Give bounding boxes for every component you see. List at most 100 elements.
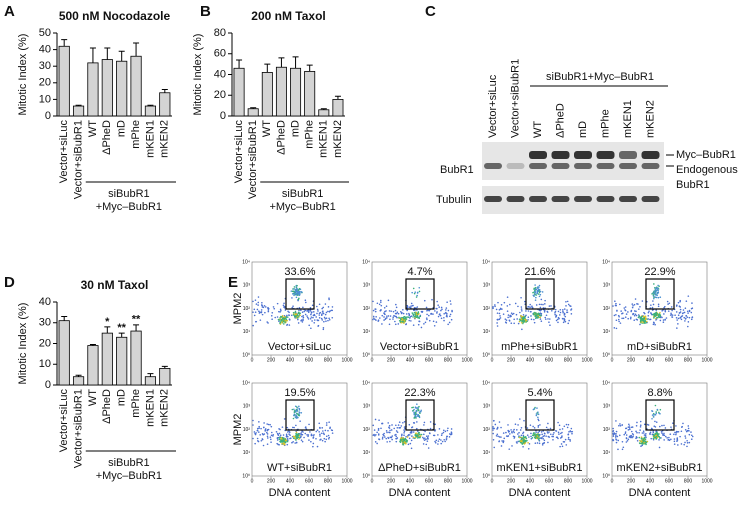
event-dot (671, 309, 673, 312)
event-dot (507, 316, 509, 319)
event-dot (321, 307, 324, 310)
event-dot (654, 436, 656, 439)
event-dot (322, 312, 325, 315)
event-dot (510, 431, 513, 433)
x-tick-label: mPhe (130, 389, 142, 418)
event-dot (670, 306, 673, 308)
event-dot (660, 431, 663, 433)
event-dot (649, 318, 652, 321)
event-dot (534, 286, 537, 289)
event-dot (269, 438, 272, 441)
event-dot (628, 425, 631, 427)
event-dot (563, 314, 566, 316)
row-label: Tubulin (436, 194, 472, 206)
event-dot (440, 442, 443, 445)
panel-label: D (4, 274, 15, 291)
event-dot (615, 313, 617, 316)
event-dot (267, 309, 270, 311)
event-dot (536, 407, 538, 409)
event-dot (659, 311, 661, 314)
event-dot (414, 415, 417, 418)
event-dot (509, 316, 511, 318)
event-dot (426, 440, 429, 442)
event-dot (519, 314, 522, 317)
event-dot (680, 430, 683, 433)
event-dot (432, 434, 435, 437)
x-tick-label: 400 (646, 478, 655, 484)
event-dot (256, 427, 259, 430)
event-dot (447, 309, 450, 312)
event-dot (503, 437, 506, 440)
event-dot (666, 437, 668, 439)
event-dot (637, 303, 639, 305)
error-bar (61, 316, 68, 321)
event-dot (537, 416, 539, 419)
y-tick-label: 10⁰ (602, 352, 610, 358)
event-dot (565, 305, 567, 307)
event-dot (532, 432, 535, 435)
event-dot (293, 294, 295, 297)
event-dot (663, 313, 665, 315)
event-dot (633, 310, 636, 312)
blot-band (506, 163, 525, 169)
event-dot (302, 319, 304, 322)
event-dot (444, 312, 447, 314)
event-dot (417, 409, 420, 411)
event-dot (307, 435, 309, 438)
event-dot (655, 313, 658, 315)
event-dot (498, 436, 501, 438)
x-tick-label: 400 (286, 357, 295, 363)
event-dot (539, 293, 542, 296)
event-dot (387, 315, 390, 317)
event-dot (641, 432, 644, 434)
event-dot (512, 430, 515, 432)
event-dot (528, 443, 531, 445)
event-dot (296, 315, 299, 318)
event-dot (439, 313, 441, 315)
event-dot (443, 319, 445, 322)
event-dot (538, 291, 541, 294)
event-dot (555, 319, 558, 322)
event-dot (675, 432, 677, 434)
event-dot (258, 425, 260, 428)
event-dot (654, 296, 657, 298)
event-dot (652, 323, 655, 326)
x-axis-label: DNA content (509, 487, 571, 499)
y-tick-label: 10⁴ (362, 380, 370, 386)
event-dot (632, 435, 634, 438)
event-dot (535, 431, 537, 433)
event-dot (375, 315, 377, 318)
event-dot (288, 433, 290, 435)
event-dot (269, 436, 272, 438)
event-dot (525, 319, 528, 322)
event-dot (563, 425, 566, 428)
event-dot (635, 430, 637, 433)
event-dot (673, 443, 676, 445)
y-tick-label: 10⁴ (602, 380, 610, 386)
event-dot (385, 305, 388, 308)
event-dot (631, 426, 634, 428)
x-tick-label: mPhe (304, 120, 316, 149)
event-dot (655, 411, 657, 413)
x-tick-label: Vector+siBubR1 (72, 389, 84, 468)
y-tick-label: 10⁰ (242, 473, 250, 479)
event-dot (327, 429, 329, 432)
y-tick-label: 10¹ (363, 450, 371, 456)
event-dot (654, 404, 657, 407)
event-dot (657, 296, 660, 299)
event-dot (429, 427, 432, 430)
event-dot (292, 288, 295, 290)
event-dot (537, 418, 540, 421)
error-bar (334, 95, 341, 100)
event-dot (635, 424, 638, 427)
event-dot (302, 316, 305, 319)
event-dot (537, 293, 540, 295)
event-dot (398, 316, 400, 319)
error-bar (292, 56, 299, 69)
event-dot (562, 310, 564, 313)
event-dot (412, 436, 415, 438)
event-dot (328, 421, 330, 423)
event-dot (412, 409, 414, 412)
event-dot (420, 310, 423, 313)
event-dot (288, 318, 291, 320)
